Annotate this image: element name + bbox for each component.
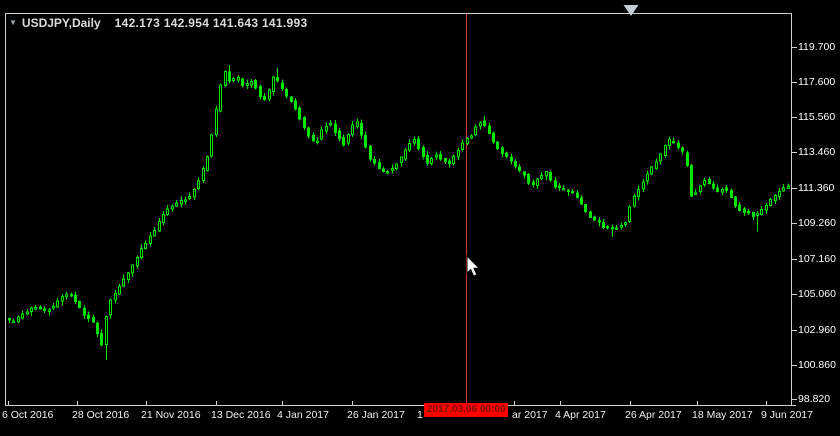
price-axis-label: 98.820 [798, 393, 831, 406]
vline-date-badge: 2017.03.06 00:00 [424, 403, 509, 417]
time-axis-label: 28 Oct 2016 [72, 409, 130, 421]
price-axis-label: 117.600 [798, 76, 836, 89]
time-axis-label: 9 Jun 2017 [761, 409, 813, 421]
mouse-cursor [466, 254, 481, 277]
candles [8, 65, 790, 361]
chart-title: USDJPY,Daily [21, 16, 101, 30]
ohlc-values: 142.173 142.954 141.643 141.993 [114, 16, 308, 30]
time-axis-label: 6 Oct 2016 [2, 409, 54, 421]
price-axis-label: 115.560 [798, 110, 836, 123]
price-axis-label: 107.160 [798, 252, 836, 265]
price-axis-label: 119.700 [798, 40, 836, 53]
price-axis-label: 113.460 [798, 146, 836, 159]
time-axis-label: 21 Nov 2016 [141, 409, 201, 421]
time-axis-label: 13 Dec 2016 [211, 409, 271, 421]
price-axis-label: 111.360 [798, 181, 835, 194]
time-axis-label: ar 2017 [512, 409, 548, 421]
price-axis-label: 102.960 [798, 323, 836, 336]
symbol-dropdown-icon[interactable]: ▼ [9, 17, 17, 27]
chart-shift-marker-icon[interactable] [623, 5, 639, 16]
time-axis-label: 4 Apr 2017 [555, 409, 606, 421]
time-axis-label: 26 Jan 2017 [347, 409, 405, 421]
price-axis-label: 100.860 [798, 358, 836, 371]
price-axis-label: 105.060 [798, 288, 836, 301]
chart-header: ▼ USDJPY,Daily 142.173 142.954 141.643 1… [9, 16, 307, 30]
time-axis-label: 18 May 2017 [692, 409, 753, 421]
time-axis-label: 4 Jan 2017 [277, 409, 329, 421]
time-axis-label: 1 [417, 409, 423, 421]
time-axis-label: 26 Apr 2017 [625, 409, 682, 421]
price-axis-label: 109.260 [798, 217, 836, 230]
chart-frame [5, 13, 792, 406]
